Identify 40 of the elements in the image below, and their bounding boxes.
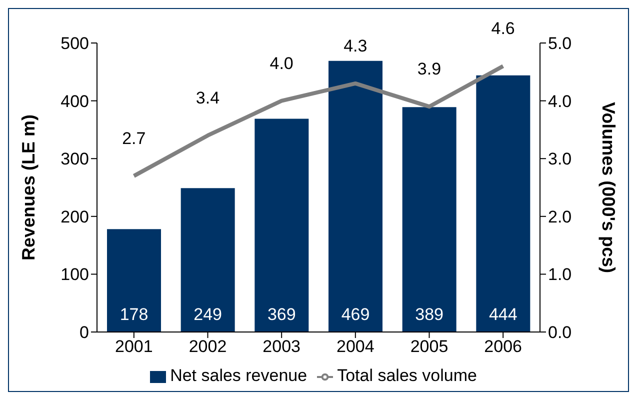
y2-tick-label: 3.0 xyxy=(548,150,572,169)
data-label: 249 xyxy=(194,305,222,324)
y2-axis-title: Volumes (000's pcs) xyxy=(598,102,619,274)
data-label: 3.9 xyxy=(417,60,442,79)
bar xyxy=(476,75,530,332)
y-tick-label: 300 xyxy=(60,150,89,169)
data-label: 2.7 xyxy=(122,128,146,148)
legend-label: Total sales volume xyxy=(337,366,477,385)
legend-label: Net sales revenue xyxy=(170,366,308,385)
bar xyxy=(180,188,235,332)
data-label: 4.0 xyxy=(270,54,294,73)
x-tick-label: 2004 xyxy=(336,337,374,356)
y2-tick-label: 1.0 xyxy=(548,265,572,284)
x-tick-label: 2005 xyxy=(410,337,448,356)
data-label: 369 xyxy=(267,305,296,324)
x-tick-label: 2006 xyxy=(484,337,522,356)
bar xyxy=(107,229,161,332)
data-label: 4.3 xyxy=(344,36,368,56)
data-label: 444 xyxy=(488,305,518,324)
y2-tick-label: 5.0 xyxy=(548,34,572,54)
data-label: 3.4 xyxy=(196,88,220,108)
y2-tick-label: 2.0 xyxy=(548,207,572,226)
y-tick-label: 400 xyxy=(60,92,89,111)
y-tick-label: 500 xyxy=(60,34,89,54)
data-label: 469 xyxy=(341,305,370,324)
data-label: 178 xyxy=(120,305,148,324)
y-axis-title: Revenues (LE m) xyxy=(18,114,38,261)
data-label: 4.6 xyxy=(491,19,515,38)
bar xyxy=(254,118,309,332)
x-tick-label: 2002 xyxy=(188,337,227,356)
y-tick-label: 100 xyxy=(60,265,89,284)
x-tick-label: 2003 xyxy=(262,337,300,356)
data-label: 389 xyxy=(415,305,444,324)
y-tick-label: 0 xyxy=(80,323,89,342)
x-tick-label: 2001 xyxy=(115,337,153,356)
y2-tick-label: 0.0 xyxy=(548,323,572,342)
y2-tick-label: 4.0 xyxy=(548,92,572,111)
bar xyxy=(328,60,382,332)
y-tick-label: 200 xyxy=(60,207,89,226)
bar xyxy=(402,107,456,332)
